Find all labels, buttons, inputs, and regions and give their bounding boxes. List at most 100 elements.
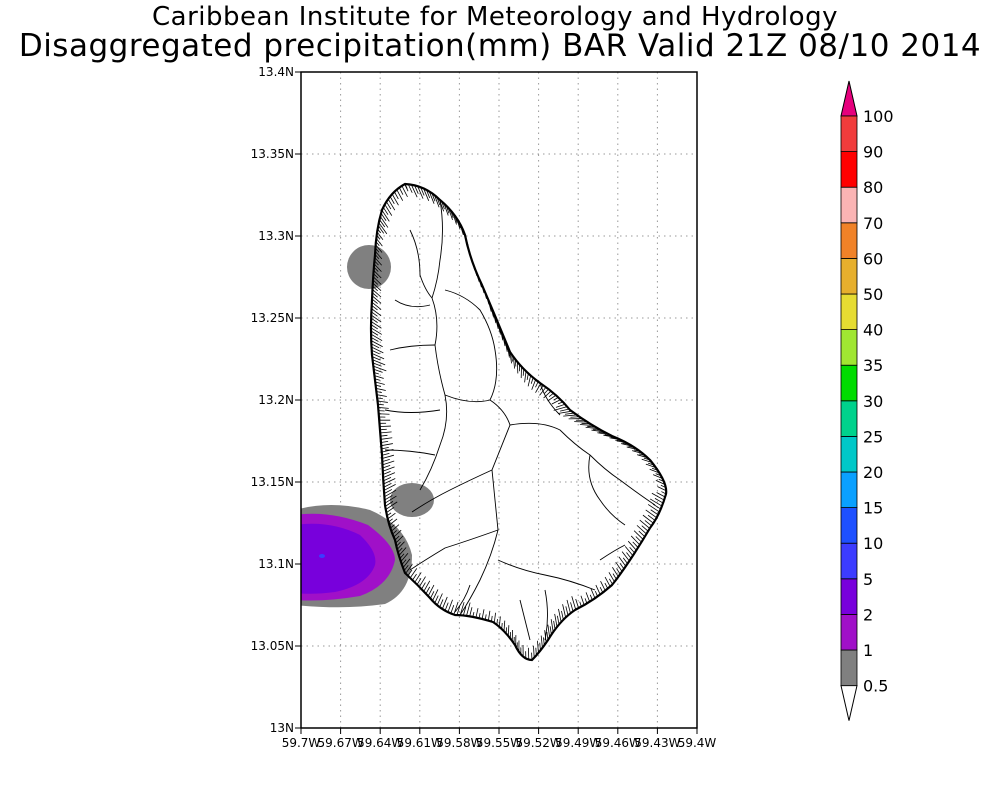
colorbar-label: 80	[863, 178, 883, 197]
x-tick-label: 59.7W	[282, 736, 321, 750]
coastal-drainage-line	[615, 561, 623, 572]
coastal-drainage-line	[553, 397, 559, 401]
x-tick-label: 59.46W	[595, 736, 641, 750]
colorbar-swatch	[840, 186, 858, 224]
x-tick-label: 59.67W	[317, 736, 363, 750]
coastal-drainage-line	[475, 608, 479, 618]
coastal-drainage-line	[498, 324, 502, 334]
colorbar-label: 90	[863, 143, 883, 162]
coastal-drainage-line	[395, 535, 404, 544]
coastal-drainage-line	[642, 514, 654, 524]
coastal-drainage-line	[431, 193, 436, 202]
coastal-drainage-line	[655, 473, 662, 477]
coastal-drainage-line	[381, 209, 390, 222]
coastal-drainage-line	[558, 608, 562, 623]
coastal-drainage-line	[375, 247, 380, 253]
coastal-drainage-line	[386, 201, 392, 210]
coastal-drainage-line	[546, 631, 549, 641]
y-tick-label: 13.35N	[251, 147, 294, 161]
coastal-drainage-line	[481, 609, 485, 620]
coastal-drainage-line	[436, 196, 441, 206]
x-tick-label: 59.49W	[555, 736, 601, 750]
coastal-drainage-line	[616, 568, 621, 575]
coastal-drainage-line	[612, 573, 617, 580]
coastal-drainage-line	[505, 342, 508, 351]
coastal-drainage-line	[384, 501, 394, 507]
coastal-drainage-line	[543, 390, 552, 399]
coastal-drainage-line	[651, 467, 658, 471]
coastal-drainage-line	[649, 468, 660, 474]
coastal-drainage-line	[548, 392, 554, 397]
coastal-drainage-line	[452, 212, 457, 225]
coastal-drainage-line	[493, 612, 496, 623]
coastal-drainage-line	[631, 450, 644, 454]
coastal-drainage-line	[384, 495, 397, 504]
coastal-drainage-line	[544, 630, 547, 643]
colorbar-swatch	[840, 257, 858, 295]
x-tick-label: 59.64W	[357, 736, 403, 750]
precip-shading	[301, 245, 434, 608]
coastal-drainage-line	[491, 615, 493, 622]
coastal-drainage-line	[482, 286, 485, 292]
coastal-drainage-line	[375, 244, 383, 253]
coastal-drainage-line	[407, 184, 413, 193]
precip-area-gray-nw	[347, 245, 391, 289]
coastal-drainage-line	[370, 317, 378, 323]
coastal-drainage-line	[459, 223, 464, 235]
coastal-drainage-line	[652, 503, 661, 510]
coastal-drainage-line	[371, 301, 382, 310]
coastal-drainage-line	[450, 210, 454, 218]
coastal-drainage-line	[383, 477, 392, 482]
coastal-drainage-line	[645, 509, 657, 519]
coastal-drainage-line	[484, 614, 487, 620]
colorbar-swatch	[840, 578, 858, 615]
coastal-drainage-line	[604, 434, 613, 437]
coastal-drainage-line	[635, 536, 642, 543]
coastal-drainage-line	[649, 498, 663, 507]
coastal-drainage-line	[599, 587, 604, 593]
coastal-drainage-line	[396, 541, 401, 547]
coastal-drainage-line	[493, 312, 497, 322]
coastal-drainage-line	[386, 506, 395, 513]
coastal-drainage-line	[487, 298, 492, 312]
coastal-drainage-line	[489, 304, 494, 318]
coastal-drainage-line	[391, 524, 400, 532]
coastal-drainage-line	[394, 191, 399, 200]
coastal-drainage-line	[494, 315, 499, 329]
coastal-drainage-line	[514, 359, 517, 367]
precip-area-gray-w	[390, 483, 434, 517]
coastal-drainage-line	[421, 582, 426, 590]
coastal-drainage-line	[371, 298, 378, 304]
coastal-drainage-line	[382, 465, 391, 469]
coastal-drainage-line	[425, 586, 431, 594]
coastal-drainage-line	[374, 250, 383, 260]
coastal-drainage-line	[372, 285, 378, 292]
coastal-drainage-line	[495, 318, 499, 328]
coastal-drainage-line	[372, 359, 386, 366]
coastal-drainage-line	[526, 373, 529, 381]
coastal-drainage-line	[394, 535, 400, 541]
coastal-drainage-line	[603, 434, 616, 438]
coastal-drainage-line	[550, 619, 554, 633]
coastal-drainage-line	[417, 186, 424, 199]
coastal-drainage-line	[371, 311, 378, 317]
coastal-drainage-line	[492, 310, 497, 324]
coastal-drainage-line	[375, 387, 386, 391]
coastal-drainage-line	[434, 595, 439, 604]
coastal-drainage-line	[579, 424, 593, 426]
coastal-drainage-line	[448, 207, 453, 220]
coastal-drainage-line	[381, 443, 393, 447]
colorbar-swatch	[840, 293, 858, 330]
coastal-drainage-line	[527, 375, 532, 387]
coastal-drainage-line	[375, 238, 383, 247]
coastal-drainage-line	[537, 640, 539, 653]
coastal-drainage-line	[427, 584, 435, 597]
coastal-drainage-line	[544, 388, 549, 394]
coastal-drainage-line	[376, 394, 387, 397]
coastal-drainage-line	[622, 557, 628, 564]
coastal-drainage-line	[436, 593, 443, 606]
colorbar-label: 30	[863, 392, 883, 411]
coastal-drainage-line	[371, 308, 382, 317]
colorbar-label: 0.5	[863, 677, 888, 696]
